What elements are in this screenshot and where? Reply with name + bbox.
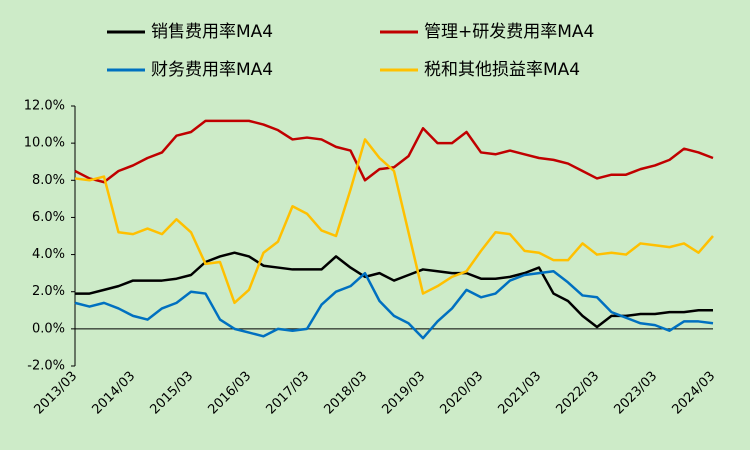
y-tick-label: 10.0% <box>24 136 65 151</box>
x-tick-label: 2023/03 <box>612 369 661 418</box>
x-tick-label: 2022/03 <box>554 369 603 418</box>
x-tick-label: 2017/03 <box>264 369 313 418</box>
legend-label: 销售费用率MA4 <box>151 22 273 42</box>
x-tick-label: 2021/03 <box>496 369 545 418</box>
series-line <box>74 270 714 340</box>
y-tick-label: 4.0% <box>32 247 65 262</box>
legend-label: 管理+研发费用率MA4 <box>424 22 594 42</box>
x-tick-label: 2024/03 <box>670 369 719 418</box>
x-tick-label: 2020/03 <box>438 369 487 418</box>
x-tick-label: 2013/03 <box>32 369 81 418</box>
x-tick-label: 2016/03 <box>206 369 255 418</box>
y-tick-label: 0.0% <box>32 321 65 336</box>
series-line <box>74 138 714 305</box>
y-tick-label: -2.0% <box>27 359 65 374</box>
y-tick-label: 12.0% <box>24 99 65 114</box>
x-tick-label: 2019/03 <box>380 369 429 418</box>
y-tick-label: 8.0% <box>32 173 65 188</box>
x-tick-label: 2014/03 <box>90 369 139 418</box>
y-tick-label: 6.0% <box>32 210 65 225</box>
x-tick-label: 2018/03 <box>322 369 371 418</box>
legend-label: 财务费用率MA4 <box>151 60 273 80</box>
y-tick-label: 2.0% <box>32 284 65 299</box>
series-line <box>75 251 713 329</box>
x-tick-label: 2015/03 <box>148 369 197 418</box>
series-line <box>74 119 714 184</box>
legend-label: 税和其他损益率MA4 <box>424 60 580 80</box>
